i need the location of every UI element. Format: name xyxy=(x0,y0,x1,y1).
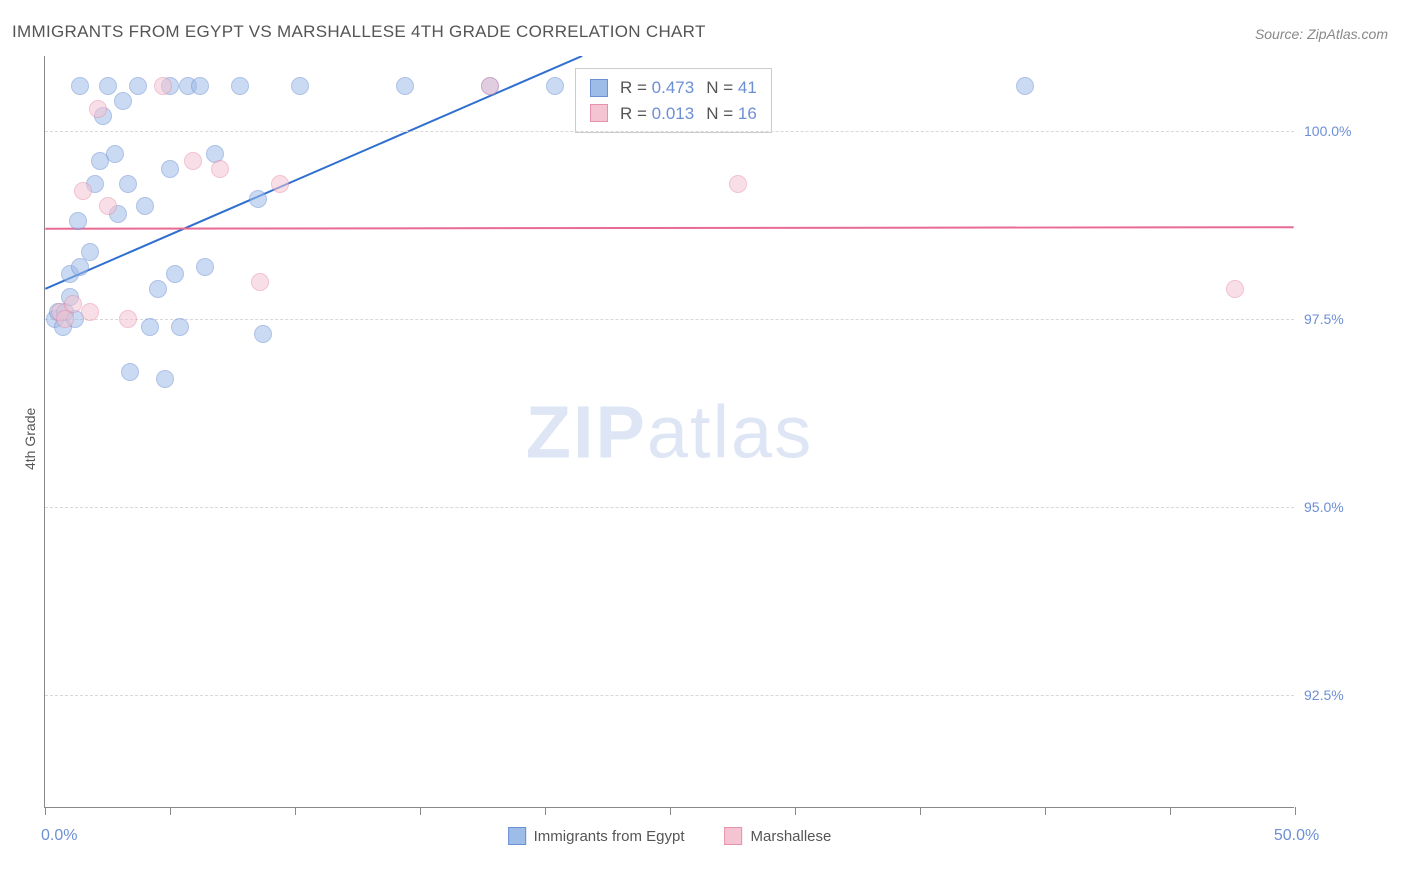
scatter-point xyxy=(71,258,89,276)
x-tick xyxy=(45,807,46,815)
x-tick xyxy=(545,807,546,815)
scatter-point xyxy=(191,77,209,95)
scatter-point xyxy=(106,145,124,163)
scatter-point xyxy=(114,92,132,110)
scatter-point xyxy=(99,197,117,215)
scatter-point xyxy=(196,258,214,276)
scatter-point xyxy=(89,100,107,118)
swatch-bottom-1 xyxy=(508,827,526,845)
bottom-legend: Immigrants from Egypt Marshallese xyxy=(508,827,832,845)
gridline-h xyxy=(45,695,1294,696)
y-tick-label: 97.5% xyxy=(1304,311,1364,327)
scatter-point xyxy=(154,77,172,95)
x-tick xyxy=(670,807,671,815)
y-tick-label: 100.0% xyxy=(1304,123,1364,139)
legend-row-series1: R = 0.473 N = 41 xyxy=(590,75,757,101)
gridline-h xyxy=(45,507,1294,508)
source-attribution: Source: ZipAtlas.com xyxy=(1255,26,1388,42)
scatter-point xyxy=(1226,280,1244,298)
scatter-point xyxy=(119,175,137,193)
scatter-point xyxy=(1016,77,1034,95)
scatter-point xyxy=(271,175,289,193)
gridline-h xyxy=(45,131,1294,132)
x-tick xyxy=(1170,807,1171,815)
scatter-point xyxy=(291,77,309,95)
scatter-point xyxy=(64,295,82,313)
scatter-point xyxy=(211,160,229,178)
scatter-point xyxy=(546,77,564,95)
scatter-point xyxy=(184,152,202,170)
scatter-point xyxy=(81,243,99,261)
scatter-point xyxy=(71,77,89,95)
y-tick-label: 95.0% xyxy=(1304,499,1364,515)
swatch-bottom-2 xyxy=(725,827,743,845)
scatter-point xyxy=(396,77,414,95)
x-tick xyxy=(1045,807,1046,815)
scatter-point xyxy=(129,77,147,95)
scatter-point xyxy=(161,160,179,178)
legend-row-series2: R = 0.013 N = 16 xyxy=(590,101,757,127)
scatter-point xyxy=(136,197,154,215)
x-tick-label: 50.0% xyxy=(1274,827,1319,845)
x-tick xyxy=(795,807,796,815)
scatter-point xyxy=(119,310,137,328)
scatter-point xyxy=(141,318,159,336)
correlation-legend: R = 0.473 N = 41 R = 0.013 N = 16 xyxy=(575,68,772,133)
scatter-point xyxy=(231,77,249,95)
gridline-h xyxy=(45,319,1294,320)
trend-line xyxy=(45,56,582,289)
watermark: ZIPatlas xyxy=(526,389,813,474)
scatter-point xyxy=(121,363,139,381)
scatter-point xyxy=(74,182,92,200)
x-tick xyxy=(1295,807,1296,815)
scatter-point xyxy=(254,325,272,343)
x-tick-label: 0.0% xyxy=(41,827,77,845)
scatter-point xyxy=(156,370,174,388)
trend-line xyxy=(45,227,1293,229)
bottom-legend-item-2: Marshallese xyxy=(725,827,832,845)
scatter-point xyxy=(69,212,87,230)
scatter-point xyxy=(171,318,189,336)
x-tick xyxy=(295,807,296,815)
y-axis-label: 4th Grade xyxy=(22,408,38,470)
bottom-legend-item-1: Immigrants from Egypt xyxy=(508,827,685,845)
swatch-series2 xyxy=(590,104,608,122)
scatter-point xyxy=(99,77,117,95)
scatter-point xyxy=(729,175,747,193)
scatter-point xyxy=(249,190,267,208)
x-tick xyxy=(920,807,921,815)
swatch-series1 xyxy=(590,79,608,97)
scatter-point xyxy=(149,280,167,298)
x-tick xyxy=(420,807,421,815)
scatter-point xyxy=(251,273,269,291)
scatter-point xyxy=(481,77,499,95)
chart-title: IMMIGRANTS FROM EGYPT VS MARSHALLESE 4TH… xyxy=(12,22,706,42)
x-tick xyxy=(170,807,171,815)
scatter-point xyxy=(166,265,184,283)
bottom-legend-label-2: Marshallese xyxy=(751,828,832,845)
scatter-point xyxy=(81,303,99,321)
y-tick-label: 92.5% xyxy=(1304,687,1364,703)
bottom-legend-label-1: Immigrants from Egypt xyxy=(534,828,685,845)
plot-area: ZIPatlas R = 0.473 N = 41 R = 0.013 N = … xyxy=(44,56,1294,808)
